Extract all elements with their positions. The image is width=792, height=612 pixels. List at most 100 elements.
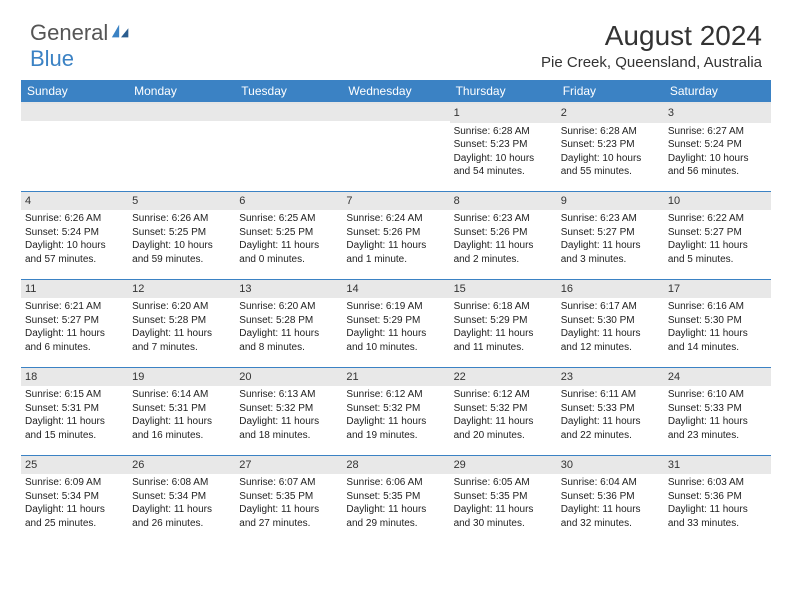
daylight-text: Daylight: 11 hours <box>561 327 660 341</box>
sunrise-text: Sunrise: 6:13 AM <box>239 388 338 402</box>
sunset-text: Sunset: 5:28 PM <box>132 314 231 328</box>
day-details: Sunrise: 6:15 AMSunset: 5:31 PMDaylight:… <box>21 386 128 444</box>
day-details: Sunrise: 6:09 AMSunset: 5:34 PMDaylight:… <box>21 474 128 532</box>
day-number: 19 <box>128 368 235 387</box>
day-details: Sunrise: 6:13 AMSunset: 5:32 PMDaylight:… <box>235 386 342 444</box>
sunrise-text: Sunrise: 6:12 AM <box>454 388 553 402</box>
logo-text-blue: Blue <box>30 46 74 71</box>
daylight-text: Daylight: 10 hours <box>561 152 660 166</box>
daylight-text: and 14 minutes. <box>668 341 767 355</box>
calendar-day-cell: 26Sunrise: 6:08 AMSunset: 5:34 PMDayligh… <box>128 455 235 543</box>
day-details: Sunrise: 6:17 AMSunset: 5:30 PMDaylight:… <box>557 298 664 356</box>
daylight-text: Daylight: 11 hours <box>668 503 767 517</box>
sunrise-text: Sunrise: 6:08 AM <box>132 476 231 490</box>
day-details: Sunrise: 6:11 AMSunset: 5:33 PMDaylight:… <box>557 386 664 444</box>
calendar-table: SundayMondayTuesdayWednesdayThursdayFrid… <box>21 80 771 543</box>
weekday-header: Wednesday <box>342 80 449 103</box>
sunset-text: Sunset: 5:35 PM <box>239 490 338 504</box>
calendar-week-row: 18Sunrise: 6:15 AMSunset: 5:31 PMDayligh… <box>21 367 771 455</box>
day-details: Sunrise: 6:03 AMSunset: 5:36 PMDaylight:… <box>664 474 771 532</box>
sunrise-text: Sunrise: 6:28 AM <box>454 125 553 139</box>
day-number: 14 <box>342 280 449 299</box>
daylight-text: and 5 minutes. <box>668 253 767 267</box>
sunset-text: Sunset: 5:23 PM <box>454 138 553 152</box>
daylight-text: and 22 minutes. <box>561 429 660 443</box>
weekday-header: Saturday <box>664 80 771 103</box>
sunset-text: Sunset: 5:32 PM <box>346 402 445 416</box>
calendar-day-cell: 31Sunrise: 6:03 AMSunset: 5:36 PMDayligh… <box>664 455 771 543</box>
daylight-text: and 30 minutes. <box>454 517 553 531</box>
sunrise-text: Sunrise: 6:22 AM <box>668 212 767 226</box>
calendar-day-cell: 5Sunrise: 6:26 AMSunset: 5:25 PMDaylight… <box>128 191 235 279</box>
daylight-text: Daylight: 11 hours <box>346 239 445 253</box>
daylight-text: and 7 minutes. <box>132 341 231 355</box>
sunrise-text: Sunrise: 6:24 AM <box>346 212 445 226</box>
daylight-text: Daylight: 11 hours <box>668 327 767 341</box>
sunset-text: Sunset: 5:36 PM <box>668 490 767 504</box>
daylight-text: and 18 minutes. <box>239 429 338 443</box>
logo: General Blue <box>30 20 132 72</box>
sunset-text: Sunset: 5:35 PM <box>346 490 445 504</box>
sunset-text: Sunset: 5:27 PM <box>668 226 767 240</box>
daylight-text: and 19 minutes. <box>346 429 445 443</box>
sunrise-text: Sunrise: 6:27 AM <box>668 125 767 139</box>
page-header: General Blue August 2024 Pie Creek, Quee… <box>0 0 792 80</box>
sunrise-text: Sunrise: 6:15 AM <box>25 388 124 402</box>
day-number: 3 <box>664 104 771 123</box>
day-details: Sunrise: 6:12 AMSunset: 5:32 PMDaylight:… <box>450 386 557 444</box>
calendar-day-cell: 21Sunrise: 6:12 AMSunset: 5:32 PMDayligh… <box>342 367 449 455</box>
day-details: Sunrise: 6:18 AMSunset: 5:29 PMDaylight:… <box>450 298 557 356</box>
sunrise-text: Sunrise: 6:10 AM <box>668 388 767 402</box>
sunrise-text: Sunrise: 6:09 AM <box>25 476 124 490</box>
day-number: 21 <box>342 368 449 387</box>
day-details: Sunrise: 6:04 AMSunset: 5:36 PMDaylight:… <box>557 474 664 532</box>
sunset-text: Sunset: 5:34 PM <box>132 490 231 504</box>
day-number-bar <box>235 104 342 121</box>
daylight-text: and 6 minutes. <box>25 341 124 355</box>
calendar-day-cell: 19Sunrise: 6:14 AMSunset: 5:31 PMDayligh… <box>128 367 235 455</box>
daylight-text: and 1 minute. <box>346 253 445 267</box>
calendar-body: 1Sunrise: 6:28 AMSunset: 5:23 PMDaylight… <box>21 103 771 543</box>
day-number: 9 <box>557 192 664 211</box>
daylight-text: Daylight: 11 hours <box>239 503 338 517</box>
sunrise-text: Sunrise: 6:17 AM <box>561 300 660 314</box>
day-details: Sunrise: 6:10 AMSunset: 5:33 PMDaylight:… <box>664 386 771 444</box>
daylight-text: and 11 minutes. <box>454 341 553 355</box>
logo-sails-icon <box>110 22 132 40</box>
calendar-week-row: 11Sunrise: 6:21 AMSunset: 5:27 PMDayligh… <box>21 279 771 367</box>
sunset-text: Sunset: 5:25 PM <box>132 226 231 240</box>
sunrise-text: Sunrise: 6:05 AM <box>454 476 553 490</box>
calendar-day-cell: 3Sunrise: 6:27 AMSunset: 5:24 PMDaylight… <box>664 103 771 191</box>
daylight-text: and 12 minutes. <box>561 341 660 355</box>
calendar-day-cell: 9Sunrise: 6:23 AMSunset: 5:27 PMDaylight… <box>557 191 664 279</box>
day-details: Sunrise: 6:26 AMSunset: 5:24 PMDaylight:… <box>21 210 128 268</box>
daylight-text: Daylight: 10 hours <box>454 152 553 166</box>
sunrise-text: Sunrise: 6:20 AM <box>132 300 231 314</box>
daylight-text: Daylight: 11 hours <box>561 415 660 429</box>
day-number: 6 <box>235 192 342 211</box>
sunset-text: Sunset: 5:34 PM <box>25 490 124 504</box>
calendar-day-cell: 18Sunrise: 6:15 AMSunset: 5:31 PMDayligh… <box>21 367 128 455</box>
calendar-day-cell: 1 Sunrise: 6:28 AMSunset: 5:23 PMDaylight… <box>450 103 557 191</box>
sunset-text: Sunset: 5:26 PM <box>454 226 553 240</box>
sunset-text: Sunset: 5:27 PM <box>25 314 124 328</box>
daylight-text: Daylight: 11 hours <box>454 239 553 253</box>
day-number: 18 <box>21 368 128 387</box>
calendar-day-cell: 6Sunrise: 6:25 AMSunset: 5:25 PMDaylight… <box>235 191 342 279</box>
day-details: Sunrise: 6:20 AMSunset: 5:28 PMDaylight:… <box>235 298 342 356</box>
sunrise-text: Sunrise: 6:07 AM <box>239 476 338 490</box>
day-number: 23 <box>557 368 664 387</box>
daylight-text: Daylight: 11 hours <box>25 327 124 341</box>
daylight-text: Daylight: 11 hours <box>346 415 445 429</box>
day-details: Sunrise: 6:27 AMSunset: 5:24 PMDaylight:… <box>664 123 771 181</box>
calendar-week-row: 1Sunrise: 6:28 AMSunset: 5:23 PMDaylight… <box>21 103 771 191</box>
daylight-text: Daylight: 11 hours <box>346 327 445 341</box>
daylight-text: Daylight: 10 hours <box>25 239 124 253</box>
day-number-bar <box>128 104 235 121</box>
daylight-text: and 15 minutes. <box>25 429 124 443</box>
day-details: Sunrise: 6:22 AMSunset: 5:27 PMDaylight:… <box>664 210 771 268</box>
sunset-text: Sunset: 5:35 PM <box>454 490 553 504</box>
calendar-week-row: 25Sunrise: 6:09 AMSunset: 5:34 PMDayligh… <box>21 455 771 543</box>
day-number: 4 <box>21 192 128 211</box>
day-number: 1 <box>450 104 557 123</box>
